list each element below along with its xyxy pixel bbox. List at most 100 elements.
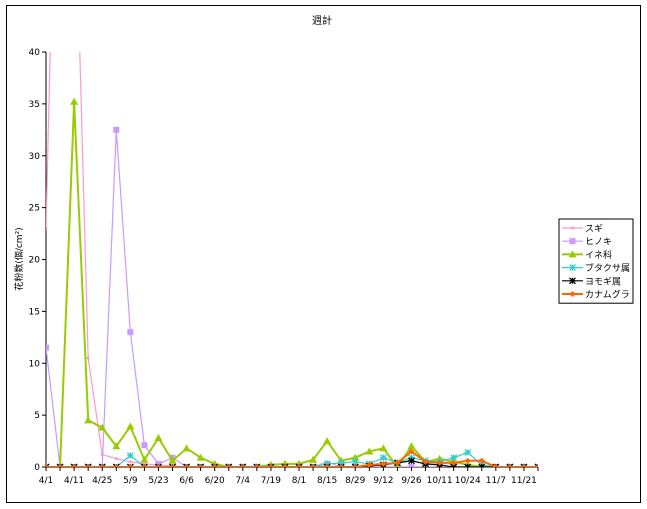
legend-box xyxy=(558,218,634,304)
data-point xyxy=(338,464,345,467)
data-point xyxy=(154,433,163,441)
y-tick-label: 30 xyxy=(29,152,41,162)
data-point xyxy=(183,464,190,467)
data-point xyxy=(46,344,49,351)
data-point xyxy=(535,464,538,467)
data-point xyxy=(127,329,134,336)
y-tick-label: 20 xyxy=(29,256,41,266)
data-point xyxy=(379,454,387,462)
data-point xyxy=(99,464,106,467)
y-tick-label: 40 xyxy=(29,48,41,58)
x-tick-label: 8/15 xyxy=(317,476,337,486)
x-tick-label: 11/21 xyxy=(511,476,537,486)
data-point xyxy=(57,464,64,467)
data-point xyxy=(141,442,148,449)
data-point xyxy=(46,464,49,467)
x-tick-label: 4/25 xyxy=(92,476,112,486)
data-point xyxy=(86,356,90,360)
data-point xyxy=(84,416,93,424)
data-point xyxy=(211,464,218,467)
data-point xyxy=(140,455,149,463)
x-tick-label: 6/6 xyxy=(179,476,194,486)
data-point xyxy=(422,458,429,465)
data-point xyxy=(408,464,415,467)
data-point xyxy=(464,449,472,456)
data-point xyxy=(71,464,78,467)
y-tick-label: 35 xyxy=(29,100,40,110)
legend-marker xyxy=(568,250,577,258)
data-point xyxy=(380,460,387,467)
data-point xyxy=(126,422,135,430)
data-point xyxy=(464,457,471,464)
data-point xyxy=(128,460,132,464)
data-point xyxy=(408,448,415,455)
data-point xyxy=(98,423,107,431)
x-tick-label: 8/29 xyxy=(345,476,365,486)
x-tick-label: 6/20 xyxy=(205,476,225,486)
data-point xyxy=(394,459,401,466)
legend-marker xyxy=(569,277,576,285)
legend-label: イネ科 xyxy=(585,249,612,261)
y-tick-label: 10 xyxy=(29,359,41,369)
data-point xyxy=(296,464,303,467)
x-tick-label: 9/26 xyxy=(401,476,421,486)
y-axis-label: 花粉数(個/cm²) xyxy=(13,227,25,290)
series-6 xyxy=(46,448,538,467)
x-tick-label: 5/9 xyxy=(123,476,138,486)
data-point xyxy=(113,126,120,133)
data-point xyxy=(155,464,162,467)
data-point xyxy=(141,464,148,467)
x-tick-label: 7/19 xyxy=(261,476,281,486)
data-point xyxy=(436,459,443,466)
data-point xyxy=(450,454,458,462)
series-1 xyxy=(46,52,538,467)
data-point xyxy=(408,454,415,462)
data-point xyxy=(352,464,359,467)
legend-marker xyxy=(569,264,576,272)
data-point xyxy=(309,455,318,463)
legend-label: ブタクサ属 xyxy=(585,262,630,274)
y-tick-label: 15 xyxy=(29,307,40,317)
x-tick-label: 10/11 xyxy=(427,476,453,486)
data-point xyxy=(324,464,331,467)
data-point xyxy=(351,458,359,466)
y-tick-label: 5 xyxy=(34,411,40,421)
data-point xyxy=(408,457,415,465)
data-point xyxy=(112,442,121,450)
data-point xyxy=(114,457,118,461)
data-point xyxy=(196,453,205,461)
data-point xyxy=(168,456,177,464)
data-point xyxy=(366,461,373,467)
data-point xyxy=(225,464,232,467)
data-point xyxy=(155,460,162,467)
x-tick-label: 7/4 xyxy=(236,476,251,486)
y-tick-label: 25 xyxy=(29,204,40,214)
data-point xyxy=(46,226,48,230)
x-tick-label: 8/1 xyxy=(292,476,306,486)
legend-label: カナムグラ xyxy=(585,289,630,301)
data-point xyxy=(407,442,416,450)
chart-frame xyxy=(6,5,641,503)
chart-title: 週計 xyxy=(312,14,332,27)
data-point xyxy=(70,97,79,105)
series-3 xyxy=(46,97,538,467)
legend-label: ヒノキ xyxy=(585,237,612,248)
data-point xyxy=(323,437,332,445)
data-point xyxy=(113,464,120,467)
data-point xyxy=(182,444,191,452)
data-point xyxy=(126,452,134,460)
data-point xyxy=(337,459,345,467)
x-tick-label: 4/11 xyxy=(64,476,84,486)
data-point xyxy=(142,462,146,466)
data-point xyxy=(127,464,134,467)
legend-marker xyxy=(569,291,576,297)
series-line xyxy=(46,101,538,467)
data-point xyxy=(197,464,204,467)
data-point xyxy=(450,459,457,466)
data-point xyxy=(506,464,513,467)
data-point xyxy=(310,464,317,467)
x-tick-label: 11/7 xyxy=(486,476,506,486)
legend-label: スギ xyxy=(585,224,603,235)
data-point xyxy=(169,464,176,467)
